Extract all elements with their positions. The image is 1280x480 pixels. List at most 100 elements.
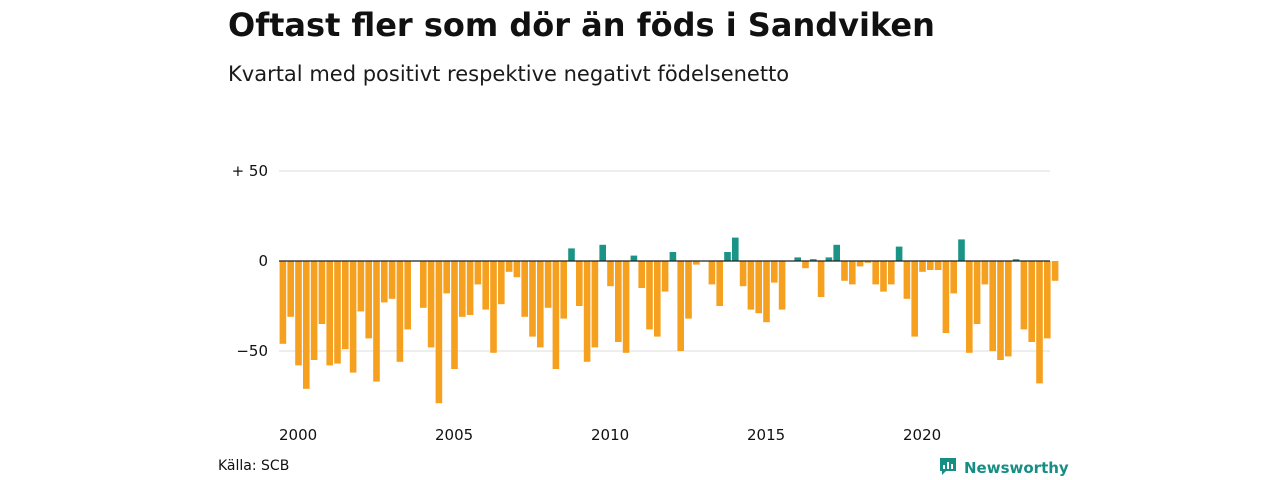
- bar: [427, 261, 435, 348]
- bar: [981, 261, 989, 285]
- x-tick-label: 2020: [903, 426, 941, 444]
- bar: [638, 261, 645, 288]
- bar: [833, 244, 840, 261]
- x-tick-label: 2010: [591, 426, 629, 444]
- y-tick-label: + 50: [232, 162, 268, 180]
- bar: [1005, 261, 1012, 357]
- bar: [997, 261, 1004, 360]
- source-note: Källa: SCB: [218, 458, 290, 474]
- bar: [888, 261, 895, 285]
- gridlines: [279, 170, 1050, 352]
- bar: [934, 261, 942, 270]
- bar: [646, 261, 653, 330]
- bar: [490, 261, 497, 353]
- bar: [654, 261, 661, 337]
- bar: [693, 261, 700, 265]
- bar: [1020, 261, 1028, 330]
- bar: [856, 261, 864, 267]
- bar: [989, 261, 996, 351]
- bar: [544, 261, 552, 308]
- bar: [669, 252, 677, 261]
- bar: [841, 261, 848, 281]
- bar: [724, 252, 731, 261]
- bar-chart: + 50 0 −50 2000 2005 2010 2015 2020: [232, 162, 1059, 444]
- bar: [365, 261, 372, 339]
- bar: [1036, 261, 1043, 384]
- bar: [716, 261, 723, 306]
- bar: [576, 261, 583, 306]
- chart-subtitle: Kvartal med positivt respektive negativt…: [228, 62, 790, 86]
- bar: [560, 261, 567, 319]
- bar: [927, 261, 934, 270]
- bar: [864, 261, 872, 263]
- bar: [529, 261, 536, 337]
- bar: [732, 237, 739, 261]
- bar: [771, 261, 778, 283]
- bar: [521, 261, 528, 317]
- newsworthy-logo-icon: [938, 456, 958, 480]
- bar: [381, 261, 388, 303]
- bar: [919, 261, 926, 272]
- bar: [763, 261, 770, 323]
- bar: [583, 261, 591, 362]
- bar: [404, 261, 411, 330]
- brand-logo[interactable]: Newsworthy: [938, 456, 1069, 480]
- bar: [310, 261, 318, 360]
- brand-name: Newsworthy: [964, 459, 1069, 477]
- bar: [1028, 261, 1035, 342]
- bar: [513, 261, 521, 278]
- bar: [739, 261, 747, 287]
- bar: [622, 261, 630, 353]
- bar: [466, 261, 474, 315]
- bar: [615, 261, 622, 342]
- bar: [677, 261, 684, 351]
- bar: [880, 261, 887, 292]
- bar: [349, 261, 357, 373]
- bar: [950, 261, 957, 294]
- bar: [942, 261, 950, 333]
- x-tick-label: 2000: [279, 426, 317, 444]
- bar: [396, 261, 404, 362]
- bar: [420, 261, 427, 308]
- bar: [1051, 261, 1059, 281]
- bar: [318, 261, 326, 324]
- bar: [357, 261, 365, 312]
- bar: [685, 261, 692, 319]
- bar: [443, 261, 450, 294]
- bar-series: [279, 237, 1059, 404]
- bar: [817, 261, 825, 297]
- bar: [825, 257, 833, 261]
- bar: [279, 261, 287, 344]
- bar: [552, 261, 560, 369]
- bar: [810, 259, 817, 261]
- bar: [342, 261, 349, 350]
- bar: [388, 261, 396, 299]
- bar: [849, 261, 856, 285]
- bar: [755, 261, 762, 314]
- bar: [591, 261, 599, 348]
- bar: [498, 261, 505, 305]
- bar: [295, 261, 302, 366]
- bar: [537, 261, 544, 348]
- bar: [872, 261, 879, 285]
- bar: [1044, 261, 1051, 339]
- bar: [778, 261, 786, 310]
- bar: [708, 261, 716, 285]
- bar: [474, 261, 482, 285]
- x-tick-label: 2015: [747, 426, 785, 444]
- y-tick-label: −50: [236, 342, 268, 360]
- bar: [895, 246, 903, 261]
- bar: [459, 261, 466, 317]
- axes: + 50 0 −50 2000 2005 2010 2015 2020: [232, 162, 1050, 444]
- bar: [482, 261, 489, 310]
- chart-title: Oftast fler som dör än föds i Sandviken: [228, 6, 935, 44]
- bar: [1012, 259, 1020, 261]
- bar: [973, 261, 981, 324]
- bar: [287, 261, 294, 317]
- bar: [451, 261, 458, 369]
- bar: [911, 261, 918, 337]
- bar: [373, 261, 380, 382]
- bar: [794, 257, 801, 261]
- y-tick-label: 0: [258, 252, 268, 270]
- bar: [802, 261, 809, 269]
